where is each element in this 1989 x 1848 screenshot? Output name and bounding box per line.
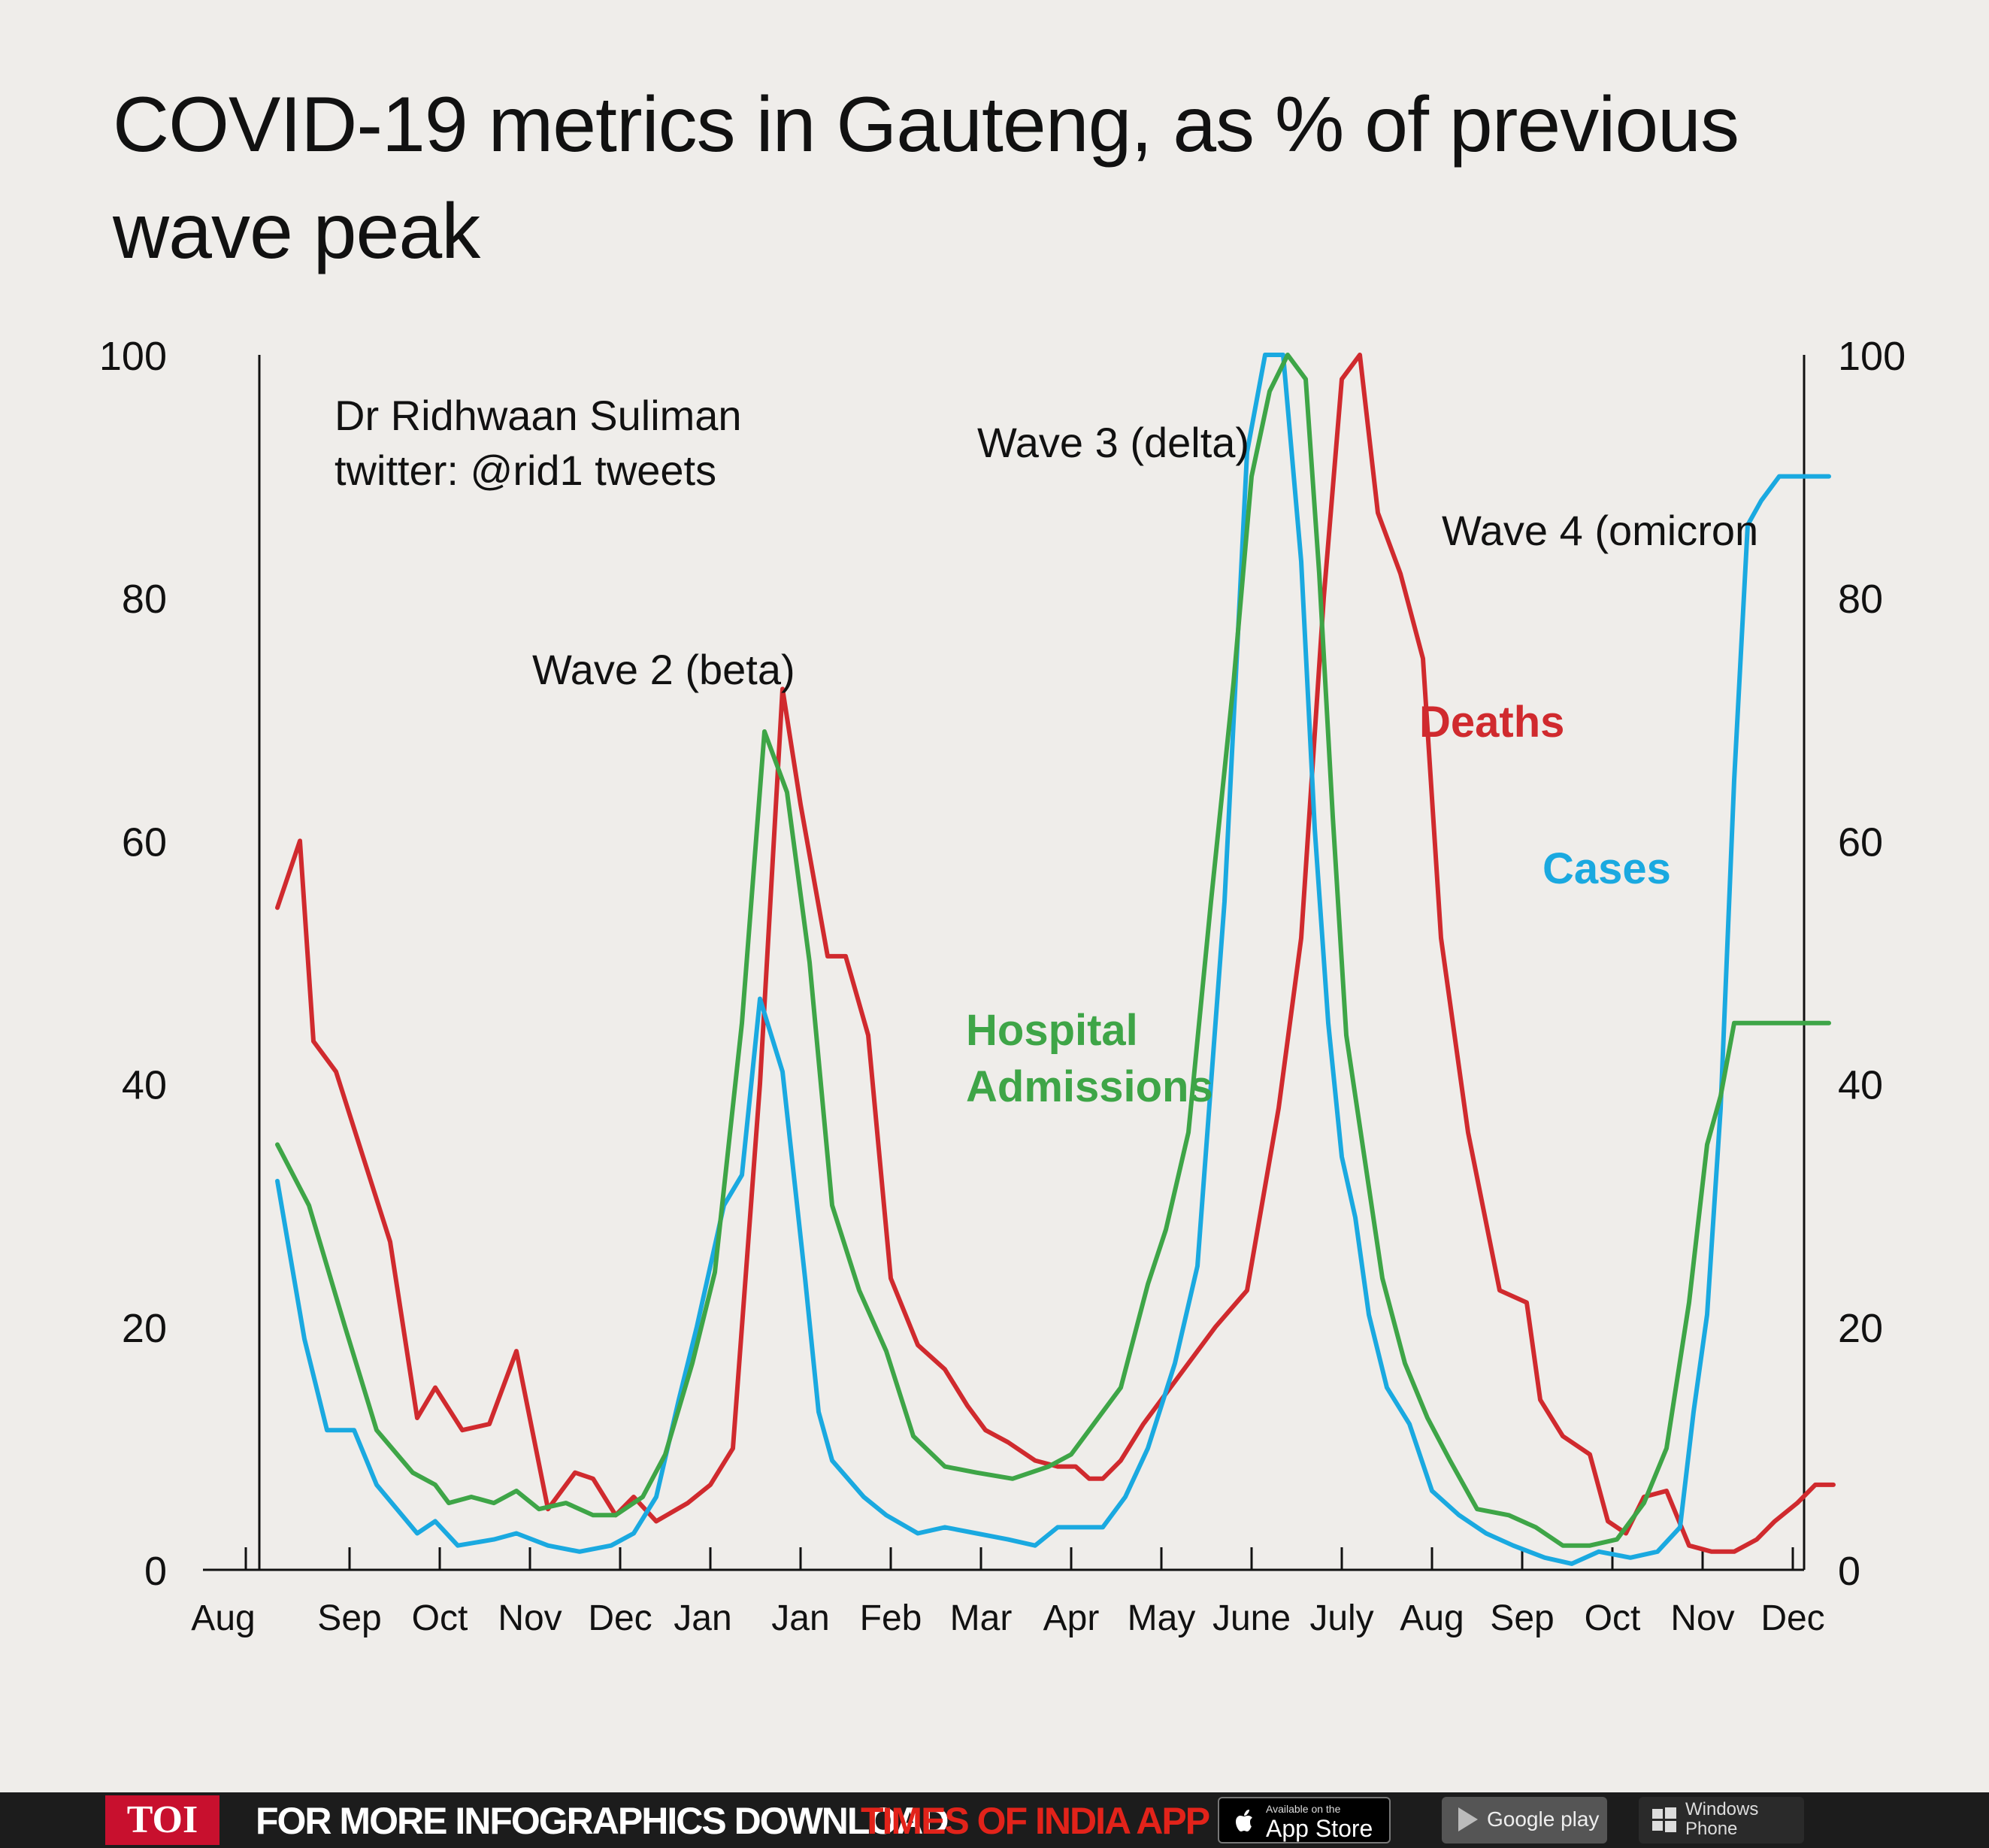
annotation-wave-4: Wave 4 (omicron [1442,507,1758,554]
y-tick-label-right: 0 [1838,1549,1860,1594]
x-tick-label: Dec [1760,1598,1824,1638]
x-tick-label: Aug [1400,1598,1464,1638]
y-tick-label-right: 40 [1838,1063,1883,1108]
chart-title: COVID-19 metrics in Gauteng, as % of pre… [113,81,1739,275]
promo-text: FOR MORE INFOGRAPHICS DOWNLOAD [256,1800,949,1842]
x-tick-label: Sep [317,1598,381,1638]
y-tick-label-left: 100 [99,334,167,379]
google-play-badge[interactable]: Google play [1442,1797,1607,1843]
google-play-icon [1458,1807,1478,1831]
source-credit-twitter: twitter: @rid1 tweets [335,447,716,494]
y-axis-left: 0 20 40 60 80 100 [99,334,167,1594]
x-tick-label: Oct [412,1598,468,1638]
y-tick-label-right: 80 [1838,577,1883,622]
cases-line [275,353,1831,1566]
footer-bar: TOI FOR MORE INFOGRAPHICS DOWNLOAD TIMES… [0,1792,1989,1848]
apple-icon [1236,1810,1252,1831]
annotation-wave-2: Wave 2 (beta) [532,646,795,693]
line-chart: 0 20 40 60 80 100 0 20 40 60 80 100 Aug Sep Oct Nov De… [99,334,1906,1638]
series-label-admissions: Admissions [966,1062,1213,1111]
toi-logo[interactable]: TOI [105,1795,219,1845]
y-tick-label-right: 60 [1838,819,1883,865]
x-axis: Aug Sep Oct Nov Dec Jan Jan Feb Mar Apr May June Jul… [191,1547,1825,1638]
x-tick-label: Dec [588,1598,652,1638]
y-tick-label-left: 20 [122,1306,167,1351]
windows-phone-badge[interactable]: Windows Phone [1639,1797,1804,1843]
hospital-admissions-line [275,353,1831,1548]
x-tick-label: Feb [860,1598,922,1638]
x-tick-label: Jan [674,1598,731,1638]
x-tick-label: Nov [1670,1598,1734,1638]
google-play-label: Google play [1487,1807,1600,1831]
source-credit-name: Dr Ridhwaan Suliman [335,392,742,439]
x-tick-label: Apr [1043,1598,1100,1638]
x-tick-label: Nov [498,1598,562,1638]
x-tick-label: May [1128,1598,1196,1638]
annotation-wave-3: Wave 3 (delta) [977,419,1249,466]
y-tick-label-left: 60 [122,819,167,865]
x-tick-label: June [1212,1598,1291,1638]
series-lines [275,353,1836,1566]
x-tick-label: Sep [1490,1598,1554,1638]
app-store-badge[interactable]: Available on the App Store [1218,1797,1391,1843]
x-tick-label: July [1309,1598,1373,1638]
x-tick-label: Aug [191,1598,255,1638]
x-tick-label: Oct [1585,1598,1641,1638]
axes [203,355,1806,1571]
y-tick-label-right: 100 [1838,334,1906,379]
x-tick-label: Mar [950,1598,1013,1638]
windows-icon [1652,1807,1676,1832]
chart-annotations: Dr Ridhwaan Suliman twitter: @rid1 tweets… [335,392,1758,1111]
y-tick-label-left: 80 [122,577,167,622]
series-label-hospital: Hospital [966,1006,1138,1055]
app-store-small-text: Available on the [1266,1803,1341,1815]
series-label-deaths: Deaths [1419,698,1564,747]
windows-phone-label: Windows Phone [1685,1799,1759,1839]
x-tick-label: Jan [771,1598,829,1638]
y-tick-label-left: 0 [144,1549,167,1594]
y-tick-label-left: 40 [122,1063,167,1108]
app-store-label: App Store [1266,1815,1373,1842]
deaths-line [275,353,1836,1554]
y-axis-right: 0 20 40 60 80 100 [1838,334,1906,1594]
promo-app-text: TIMES OF INDIA APP [861,1800,1210,1842]
y-tick-label-right: 20 [1838,1306,1883,1351]
series-label-cases: Cases [1542,844,1671,893]
